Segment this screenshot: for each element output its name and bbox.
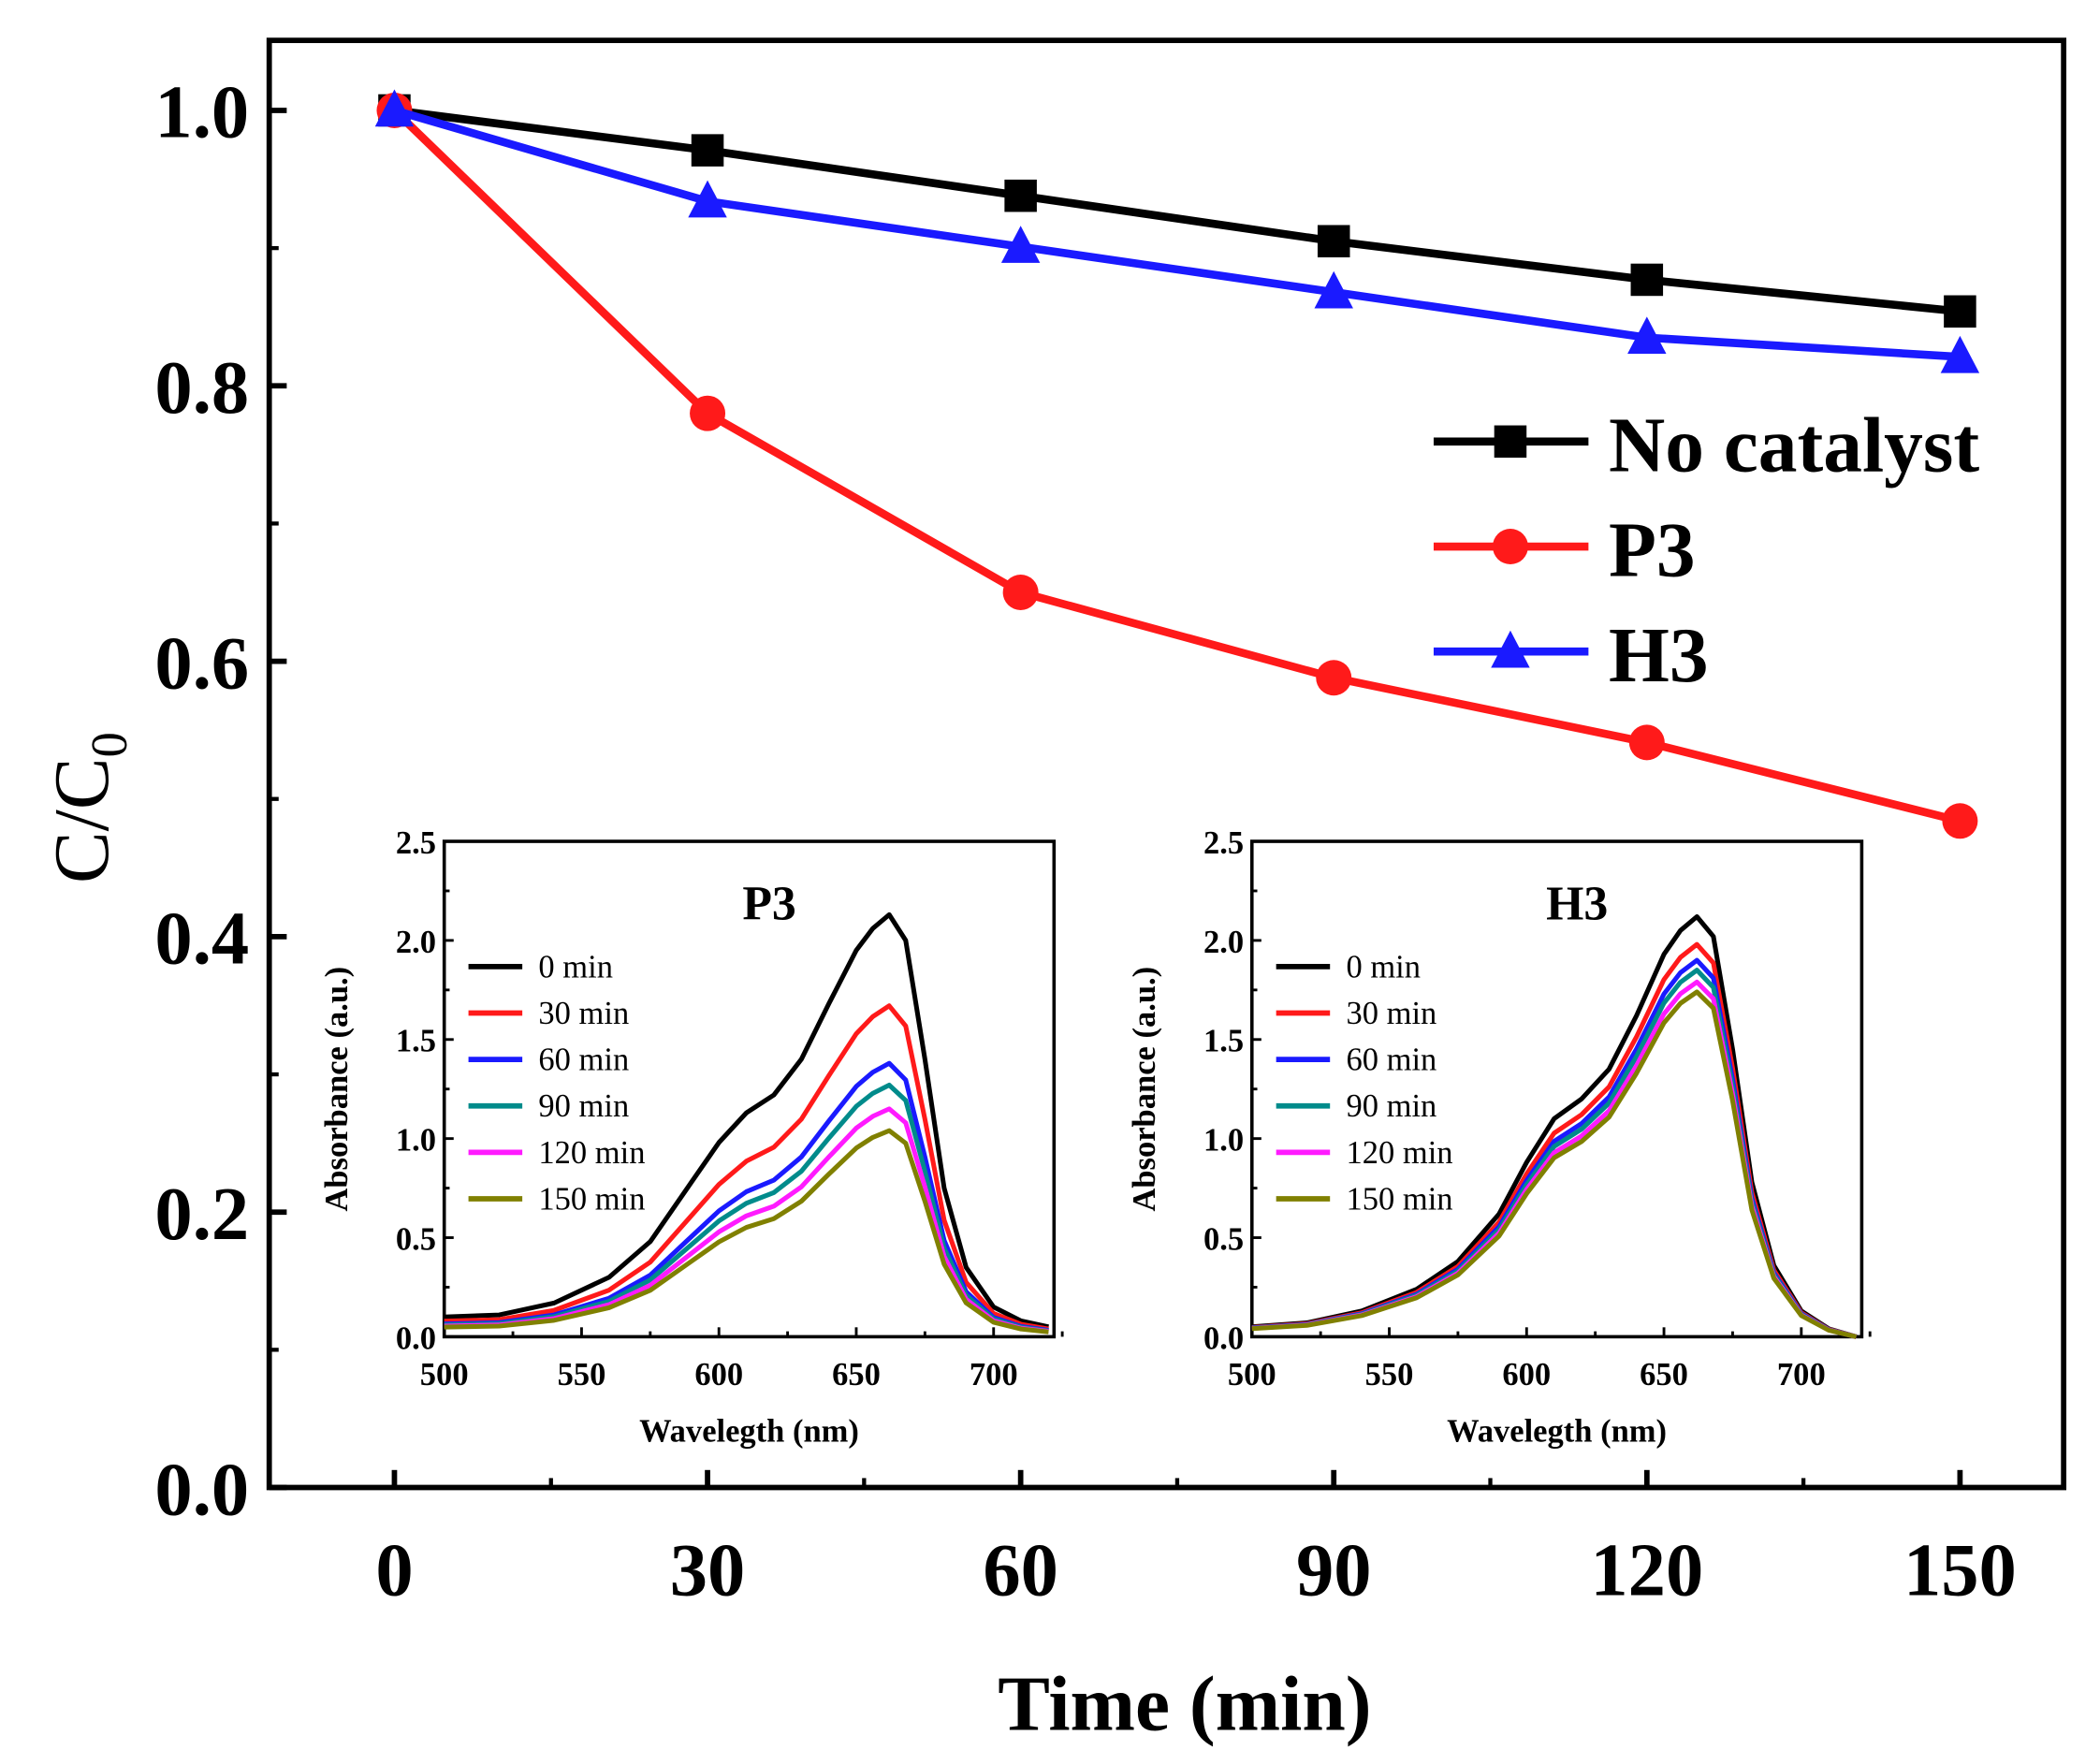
- data-point: [1942, 803, 1978, 839]
- data-point: [1630, 263, 1664, 297]
- inset-x-tick-label: 550: [1365, 1357, 1414, 1393]
- inset-y-tick-label: 2.5: [1203, 825, 1244, 861]
- inset-y-tick-label: 1.0: [396, 1123, 436, 1159]
- y-tick-label: 0.2: [154, 1173, 249, 1256]
- inset-legend-label: 60 min: [1346, 1043, 1436, 1078]
- data-point: [1628, 724, 1665, 761]
- x-tick-label: 60: [983, 1529, 1058, 1612]
- y-tick-label: 1.0: [154, 71, 249, 154]
- x-tick-label: 120: [1590, 1529, 1703, 1612]
- data-point: [1940, 335, 1980, 373]
- main-plot-frame: [266, 37, 2067, 1491]
- spectrum-line-0-min: [1251, 913, 1858, 1339]
- inset-y-tick-label: 2.0: [396, 925, 436, 960]
- inset-y-tick-label: 1.5: [396, 1024, 436, 1059]
- inset-legend-label: 0 min: [538, 949, 613, 984]
- inset-x-tick-label: 600: [694, 1357, 743, 1393]
- inset-x-tick-label: 500: [420, 1357, 469, 1393]
- inset-legend-label: 150 min: [1346, 1181, 1452, 1217]
- series-line-p3: [391, 107, 1961, 825]
- inset-x-tick-label: 550: [558, 1357, 606, 1393]
- y-axis-label-subscript: 0: [80, 732, 138, 757]
- spectrum-line-30-min: [444, 1003, 1049, 1332]
- inset-y-tick-label: 1.5: [1203, 1024, 1244, 1059]
- y-axis-label-text: C/C0: [39, 732, 138, 883]
- inset-x-tick-label: 700: [1777, 1357, 1826, 1393]
- inset-legend-label: 0 min: [1346, 949, 1421, 984]
- inset-legend-label: 90 min: [538, 1088, 629, 1124]
- y-tick-label: 0.6: [154, 621, 249, 705]
- data-point: [1004, 179, 1037, 212]
- inset-x-axis-label: Wavelegth (nm): [1447, 1414, 1667, 1450]
- legend-label: P3: [1609, 508, 1696, 594]
- data-point: [1002, 575, 1039, 610]
- inset-title: P3: [742, 877, 796, 930]
- spectrum-line-150-min: [1251, 989, 1858, 1339]
- series-line-no-catalyst: [393, 106, 1961, 316]
- data-point: [1000, 226, 1041, 263]
- inset-legend-label: 90 min: [1346, 1088, 1436, 1124]
- data-point: [1314, 270, 1353, 309]
- x-tick-label: 150: [1903, 1529, 2017, 1612]
- inset-y-tick-label: 1.0: [1203, 1123, 1244, 1159]
- inset-x-tick-label: 700: [970, 1357, 1018, 1393]
- data-point: [374, 89, 415, 127]
- series-line-h3: [393, 106, 1961, 361]
- inset-x-tick-label: 650: [1640, 1357, 1688, 1393]
- x-tick-label: 0: [375, 1529, 413, 1612]
- inset-legend-label: 120 min: [1346, 1135, 1452, 1171]
- x-tick-label: 30: [670, 1529, 746, 1612]
- y-tick-label: 0.8: [154, 346, 249, 430]
- inset-title: H3: [1546, 877, 1608, 930]
- data-point: [1944, 295, 1976, 328]
- inset-x-axis-label: Wavelegth (nm): [639, 1414, 859, 1450]
- inset-x-tick-label: 650: [832, 1357, 881, 1393]
- spectrum-line-90-min: [444, 1082, 1049, 1334]
- x-axis-label: Time (min): [998, 1661, 1371, 1747]
- data-point: [1316, 660, 1352, 696]
- inset-y-axis-label: Absorbance (a.u.): [1127, 967, 1162, 1212]
- inset-y-tick-label: 0.5: [396, 1221, 436, 1257]
- spectrum-line-150-min: [444, 1128, 1049, 1334]
- inset-y-tick-label: 0.0: [1203, 1320, 1244, 1356]
- data-point: [691, 134, 724, 167]
- data-point: [1317, 225, 1350, 258]
- inset-legend-label: 30 min: [538, 996, 629, 1031]
- data-point: [1627, 316, 1667, 355]
- data-point: [690, 395, 726, 431]
- inset-legend-label: 60 min: [538, 1043, 629, 1078]
- legend-label: No catalyst: [1609, 402, 1979, 489]
- inset-y-tick-label: 0.5: [1203, 1221, 1244, 1257]
- data-point: [688, 180, 727, 218]
- inset-x-tick-label: 500: [1228, 1357, 1276, 1393]
- inset-legend-label: 30 min: [1346, 996, 1436, 1031]
- y-axis-label-main: C/C: [39, 758, 125, 883]
- legend-label: H3: [1609, 613, 1709, 699]
- y-axis-label: C/C0: [39, 732, 138, 883]
- y-tick-label: 0.4: [154, 897, 249, 981]
- inset-y-tick-label: 2.0: [1203, 925, 1244, 960]
- inset-legend-label: 120 min: [538, 1135, 645, 1171]
- legend-marker: [1494, 425, 1527, 459]
- inset-y-tick-label: 0.0: [396, 1320, 436, 1356]
- inset-x-tick-label: 600: [1502, 1357, 1551, 1393]
- spectrum-line-0-min: [444, 911, 1049, 1330]
- x-tick-label: 90: [1296, 1529, 1372, 1612]
- legend-marker: [1492, 529, 1528, 565]
- inset-y-tick-label: 2.5: [396, 825, 436, 861]
- y-tick-label: 0.0: [154, 1448, 249, 1531]
- inset-y-axis-label: Absorbance (a.u.): [319, 967, 355, 1212]
- legend-marker: [1491, 630, 1530, 668]
- spectrum-line-120-min: [444, 1106, 1049, 1334]
- inset-legend-label: 150 min: [538, 1181, 645, 1217]
